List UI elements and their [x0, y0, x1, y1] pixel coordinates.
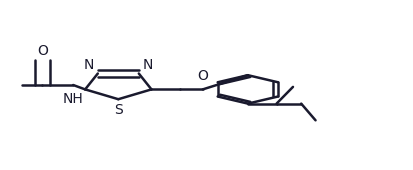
Text: S: S	[114, 103, 123, 117]
Text: O: O	[37, 44, 48, 58]
Text: NH: NH	[63, 92, 83, 106]
Text: N: N	[83, 58, 94, 72]
Text: N: N	[143, 58, 153, 72]
Text: O: O	[197, 69, 208, 83]
